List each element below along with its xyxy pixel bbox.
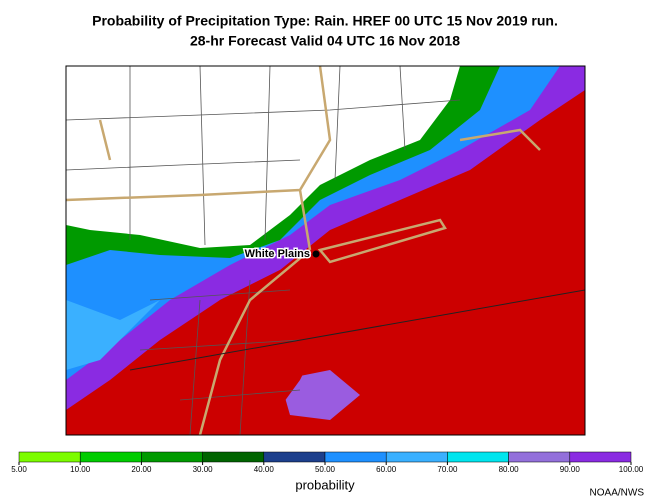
- colorbar: 5.00 10.00 20.00 30.00 40.00 50.00 60.00 70.00 8…: [11, 451, 644, 474]
- colorbar-segment: [263, 451, 326, 463]
- place-marker: [312, 250, 320, 258]
- colorbar-segment: [141, 451, 203, 463]
- land: [66, 66, 460, 248]
- grid-line: [129, 289, 585, 371]
- colorbar-segment: [202, 451, 265, 463]
- colorbar-tick-label: 100.00: [619, 465, 644, 474]
- probability-area: [66, 300, 160, 370]
- colorbar-segment: [508, 451, 571, 463]
- colorbar-tick-label: 90.00: [560, 465, 581, 474]
- county-lines: [66, 66, 461, 435]
- colorbar-segment: [447, 451, 509, 463]
- colorbar-tick-label: 10.00: [70, 465, 91, 474]
- colorbar-tick-label: 40.00: [254, 465, 275, 474]
- colorbar-tick-label: 80.00: [499, 465, 520, 474]
- probability-area: [280, 370, 360, 420]
- colorbar-tick-label: 50.00: [315, 465, 336, 474]
- colorbar-tick-label: 5.00: [11, 465, 27, 474]
- place-label: White Plains: [245, 248, 310, 260]
- colorbar-tick-label: 60.00: [376, 465, 397, 474]
- colorbar-segment: [18, 451, 81, 463]
- colorbar-segment: [79, 451, 142, 463]
- colorbar-label: probability: [295, 477, 355, 492]
- colorbar-segment: [569, 451, 632, 463]
- title-line: 28-hr Forecast Valid 04 UTC 16 Nov 2018: [190, 33, 460, 49]
- title-line: Probability of Precipitation Type: Rain.…: [92, 13, 558, 29]
- state-borders: [66, 66, 541, 435]
- credit: NOAA/NWS: [590, 488, 645, 499]
- map: White Plains: [65, 65, 586, 436]
- colorbar-segment: [385, 451, 448, 463]
- colorbar-tick-label: 30.00: [193, 465, 214, 474]
- map-frame: [65, 65, 586, 436]
- colorbar-tick-label: 20.00: [131, 465, 152, 474]
- colorbar-tick-label: 70.00: [437, 465, 458, 474]
- colorbar-segment: [324, 451, 387, 463]
